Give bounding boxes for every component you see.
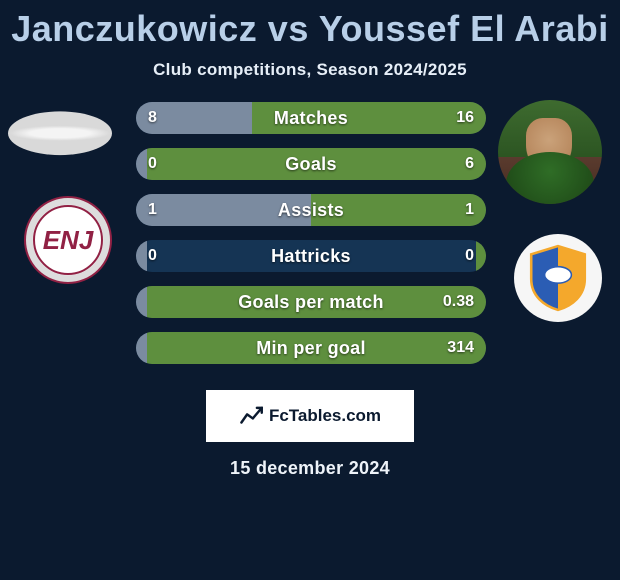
bar-value-right: 314	[447, 332, 474, 364]
date-text: 15 december 2024	[0, 458, 620, 479]
bar-value-left: 8	[148, 102, 157, 134]
chart-icon	[239, 403, 265, 429]
club-right-crest	[514, 234, 602, 322]
stat-bar-row: Goals per match0.38	[136, 286, 486, 318]
bar-label: Goals per match	[136, 286, 486, 318]
stat-bar-row: Assists1 1	[136, 194, 486, 226]
bar-value-right: 0.38	[443, 286, 474, 318]
player-right-avatar	[498, 100, 602, 204]
branding-text: FcTables.com	[269, 406, 381, 426]
stat-bar-row: Min per goal314	[136, 332, 486, 364]
club-left-crest: ENJ	[24, 196, 112, 284]
stat-bar-row: Matches8 16	[136, 102, 486, 134]
stat-bar-list: Matches816Goals06Assists11Hattricks00Goa…	[136, 102, 486, 364]
bar-value-left: 0	[148, 240, 157, 272]
bar-value-left: 0	[148, 148, 157, 180]
bar-value-right: 1	[465, 194, 474, 226]
player-left-avatar	[8, 111, 112, 155]
bar-value-right: 6	[465, 148, 474, 180]
club-left-abbrev: ENJ	[43, 225, 94, 256]
bar-label: Hattricks	[136, 240, 486, 272]
shield-icon	[527, 244, 589, 312]
stat-bar-row: Hattricks0 0	[136, 240, 486, 272]
stat-bar-row: Goals0 6	[136, 148, 486, 180]
bar-value-left: 1	[148, 194, 157, 226]
bar-label: Min per goal	[136, 332, 486, 364]
bar-value-right: 0	[465, 240, 474, 272]
page-subtitle: Club competitions, Season 2024/2025	[0, 60, 620, 80]
bar-label: Assists	[136, 194, 486, 226]
bar-label: Matches	[136, 102, 486, 134]
bar-value-right: 16	[456, 102, 474, 134]
branding-badge: FcTables.com	[206, 390, 414, 442]
bar-label: Goals	[136, 148, 486, 180]
page-title: Janczukowicz vs Youssef El Arabi	[0, 0, 620, 50]
comparison-chart: ENJ Matches816Goals06Assists11Hattricks0…	[0, 102, 620, 364]
